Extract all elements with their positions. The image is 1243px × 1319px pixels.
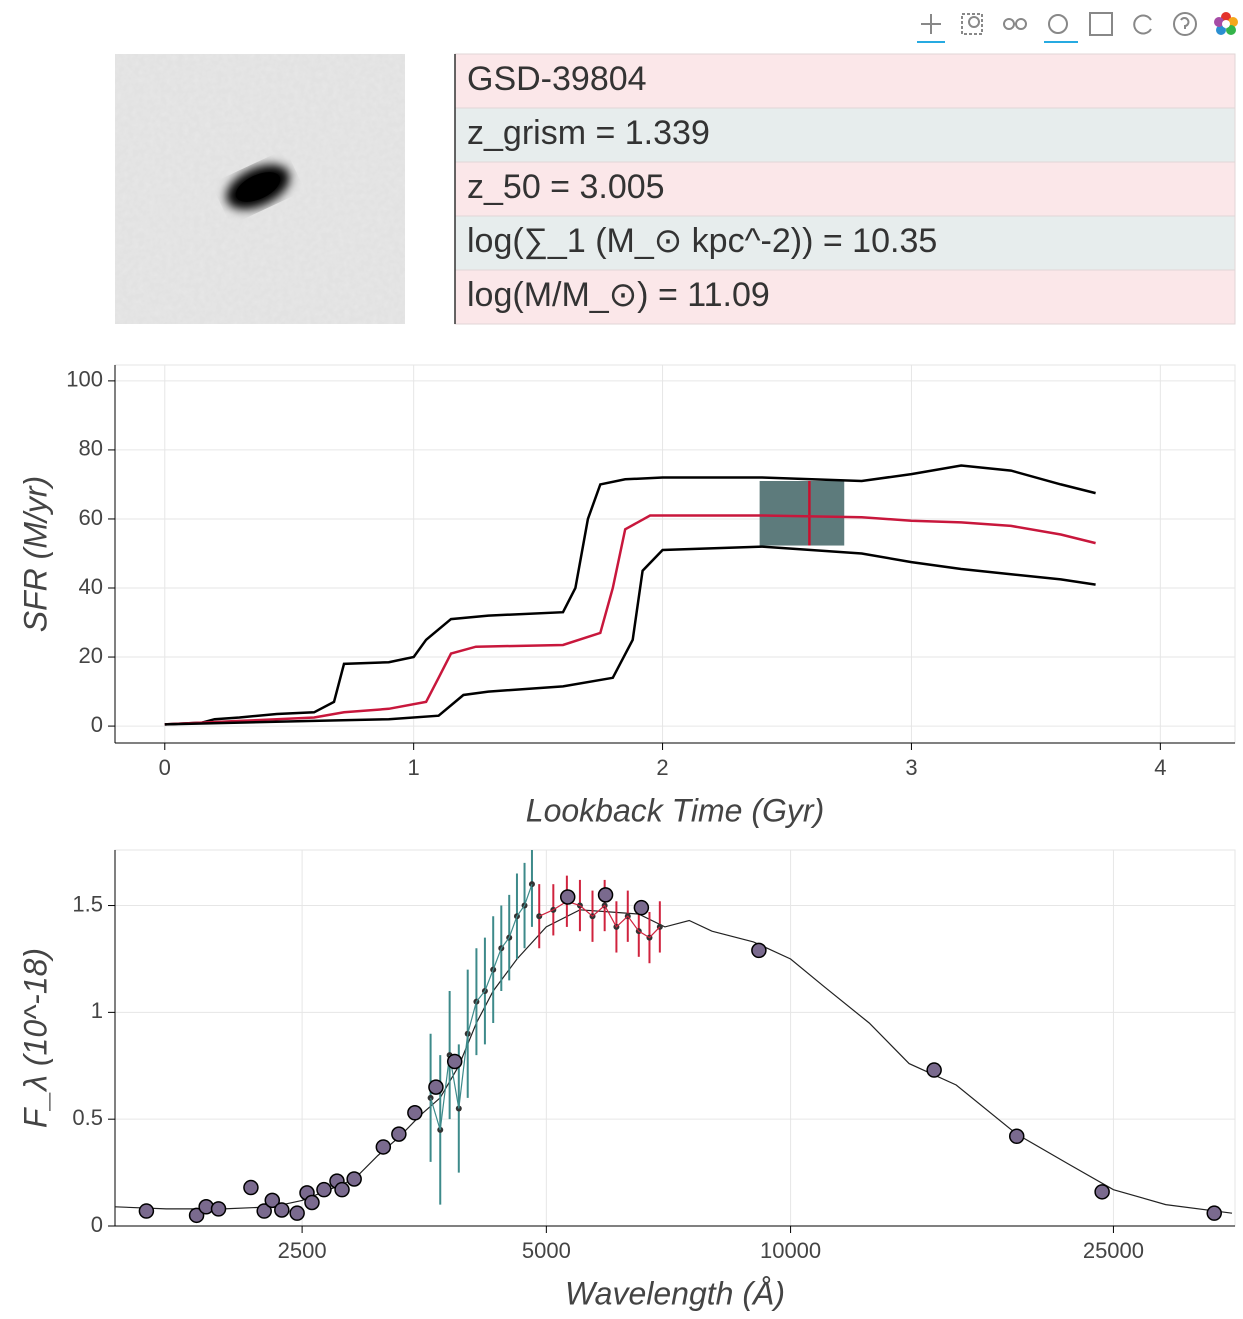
x-tick-label: 2 (656, 755, 668, 780)
photometry-point (1008, 1128, 1025, 1145)
reset-tool[interactable] (1133, 14, 1152, 35)
photometry-point (1206, 1205, 1222, 1221)
photometry-point (559, 889, 576, 905)
info-text: log(∑_1 (M_⊙ kpc^-2)) = 10.35 (467, 222, 937, 260)
info-text: GSD-39804 (467, 60, 647, 98)
info-row (454, 215, 1236, 271)
save-tool[interactable] (1089, 12, 1113, 36)
info-row (454, 107, 1236, 163)
bokeh-logo[interactable] (1214, 12, 1238, 35)
plot-area (114, 849, 1236, 1227)
photometry-point (446, 1053, 463, 1070)
photometry-point (198, 1199, 214, 1215)
photometry-point (210, 1201, 227, 1217)
series-line (538, 900, 661, 939)
highlight-band (759, 480, 845, 546)
photometry-point (334, 1181, 350, 1198)
photometry-point (243, 1179, 259, 1196)
y-tick-label: 0 (91, 712, 103, 737)
photometry-point (138, 1203, 155, 1219)
photometry-point (264, 1192, 281, 1209)
x-tick-label: 1 (408, 755, 420, 780)
y-tick-label: 1.5 (72, 891, 103, 916)
photometry-point (274, 1202, 290, 1218)
photometry-point (428, 1079, 444, 1095)
x-tick-label: 2500 (278, 1238, 327, 1263)
y-axis-title: F_λ (10^-18) (17, 948, 53, 1128)
photometry-point (289, 1205, 305, 1221)
wheel-zoom-tool[interactable] (1003, 18, 1027, 30)
tap-tool[interactable] (1044, 14, 1078, 43)
photometry-point (1094, 1184, 1110, 1200)
info-text: log(M/M_⊙) = 11.09 (467, 276, 770, 314)
photometry-point (751, 942, 767, 959)
y-tick-label: 20 (79, 643, 103, 668)
info-text: z_50 = 3.005 (467, 168, 665, 206)
photometry-point (597, 887, 614, 903)
x-tick-label: 0 (159, 755, 171, 780)
photometry-point (304, 1194, 320, 1211)
series-line (430, 884, 533, 1131)
y-tick-label: 40 (79, 574, 103, 599)
plot-layer (164, 464, 1096, 726)
y-tick-label: 60 (79, 505, 103, 530)
photometry-point (407, 1105, 423, 1121)
x-tick-label: 3 (905, 755, 917, 780)
pan-tool[interactable] (917, 14, 945, 43)
photometry-point (188, 1207, 205, 1224)
series-line (164, 464, 1096, 726)
y-tick-label: 1 (91, 998, 103, 1023)
info-table: GSD-39804 z_grism = 1.339 z_50 = 3.005 log(… (454, 53, 1236, 325)
spectrum-point (528, 881, 535, 888)
chart: 0 20 40 60 80 100 0 1 2 3 4 Lookback Time (Gyr) SFR … (17, 364, 1236, 828)
photometry-point (633, 899, 650, 916)
chart: 0 0.5 1 1.5 2500 5000 10000 25000 Wavelength (Å)… (17, 849, 1236, 1311)
photometry-point (375, 1139, 392, 1155)
y-tick-label: 0 (91, 1212, 103, 1237)
x-axis-title: Wavelength (Å) (565, 1275, 785, 1311)
photometry-point (926, 1062, 942, 1078)
photometry-point (256, 1203, 272, 1219)
x-tick-label: 4 (1154, 755, 1166, 780)
x-tick-label: 25000 (1083, 1238, 1144, 1263)
box-zoom-tool[interactable] (961, 13, 983, 35)
x-tick-label: 10000 (760, 1238, 821, 1263)
photometry-point (346, 1171, 362, 1187)
x-tick-label: 5000 (522, 1238, 571, 1263)
galaxy-cutout (115, 54, 405, 324)
y-tick-label: 100 (66, 367, 103, 392)
photometry-point (316, 1181, 332, 1198)
plot-area (114, 364, 1236, 744)
info-text: z_grism = 1.339 (467, 114, 710, 152)
info-row (454, 161, 1236, 217)
photometry-point (391, 1126, 407, 1142)
info-row (454, 53, 1236, 109)
x-axis-title: Lookback Time (Gyr) (526, 792, 824, 828)
y-tick-label: 80 (79, 436, 103, 461)
toolbar (917, 12, 1238, 43)
y-axis-title: SFR (M/yr) (17, 476, 53, 632)
y-tick-label: 0.5 (72, 1105, 103, 1130)
series-line (164, 545, 1096, 726)
help-tool[interactable] (1173, 12, 1197, 36)
plot-layer (115, 850, 1233, 1224)
series-line (164, 514, 1096, 726)
info-row (454, 269, 1236, 325)
